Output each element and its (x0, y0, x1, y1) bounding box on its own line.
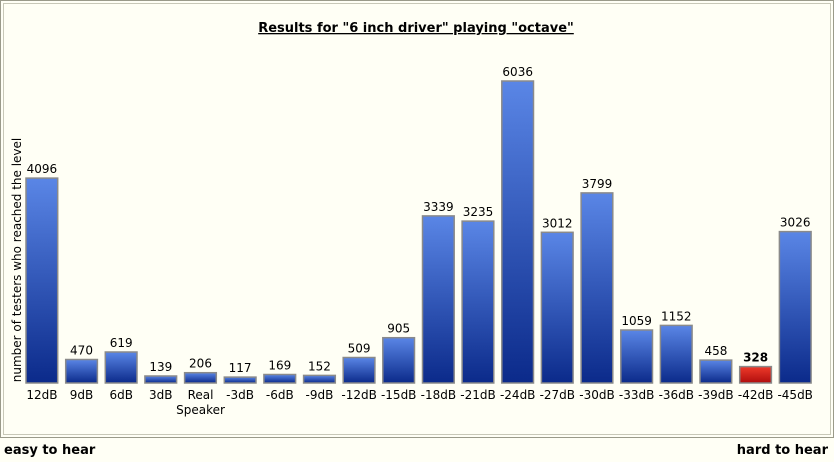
category-label-1: 9dB (70, 388, 93, 402)
bar-7 (302, 374, 337, 384)
category-label-5: -3dB (226, 388, 254, 402)
category-label-7: -9dB (305, 388, 333, 402)
chart-frame-inner (3, 3, 831, 435)
chart-title: Results for "6 inch driver" playing "oct… (258, 21, 574, 36)
bar-16 (659, 324, 693, 384)
bar-value-label-2: 619 (110, 336, 133, 350)
bar-value-label-11: 3235 (463, 205, 494, 219)
bar-13 (540, 231, 574, 384)
bar-value-label-19: 3026 (780, 216, 811, 230)
category-label-9: -15dB (381, 388, 416, 402)
category-label-13: -27dB (540, 388, 575, 402)
bar-value-label-13: 3012 (542, 216, 573, 230)
bar-value-label-14: 3799 (582, 177, 613, 191)
bar-17 (699, 359, 733, 384)
bar-1 (64, 358, 99, 384)
category-label-10: -18dB (421, 388, 456, 402)
category-label-6: -6dB (266, 388, 294, 402)
category-label-2: 6dB (109, 388, 132, 402)
bar-2 (104, 351, 138, 384)
bar-value-label-16: 1152 (661, 309, 692, 323)
category-label-4: Real Speaker (176, 388, 225, 417)
bar-15 (620, 329, 654, 384)
category-label-12: -24dB (500, 388, 535, 402)
category-label-8: -12dB (341, 388, 376, 402)
bars-layer: 4096 12dB 470 9dB 619 6dB 139 3dB 206 Real Speaker… (25, 65, 813, 417)
bar-value-label-9: 905 (387, 322, 410, 336)
category-label-3: 3dB (149, 388, 172, 402)
bar-value-label-6: 169 (268, 359, 291, 373)
bar-14 (580, 192, 614, 384)
category-label-15: -33dB (619, 388, 654, 402)
easy-to-hear-label: easy to hear (4, 443, 96, 458)
y-axis-label: number of testers who reached the level (10, 138, 24, 383)
bar-value-label-3: 139 (149, 360, 172, 374)
bar-4 (183, 371, 218, 384)
bar-chart: Results for "6 inch driver" playing "oct… (0, 0, 834, 438)
bar-value-label-15: 1059 (621, 314, 652, 328)
bar-value-label-1: 470 (70, 344, 93, 358)
bar-value-label-0: 4096 (27, 162, 58, 176)
bar-8 (342, 356, 376, 384)
bar-9 (382, 336, 416, 384)
category-label-16: -36dB (659, 388, 694, 402)
bar-value-label-5: 117 (229, 361, 252, 375)
bar-5 (223, 376, 257, 384)
bar-value-label-12: 6036 (502, 65, 533, 79)
category-label-17: -39dB (698, 388, 733, 402)
bar-11 (461, 220, 495, 384)
bar-12 (501, 80, 535, 384)
category-label-18: -42dB (738, 388, 773, 402)
bar-3 (144, 375, 178, 384)
bar-value-label-10: 3339 (423, 200, 454, 214)
hard-to-hear-label: hard to hear (736, 443, 828, 458)
category-label-19: -45dB (777, 388, 812, 402)
bar-19 (778, 230, 812, 384)
bar-18 (738, 365, 773, 384)
bar-0 (25, 177, 59, 384)
bar-value-label-8: 509 (348, 342, 371, 356)
bar-10 (421, 215, 455, 384)
bar-value-label-18: 328 (743, 351, 768, 365)
bar-value-label-17: 458 (704, 344, 727, 358)
bar-value-label-7: 152 (308, 359, 331, 373)
category-label-11: -21dB (460, 388, 495, 402)
bar-6 (263, 373, 297, 384)
category-label-14: -30dB (579, 388, 614, 402)
category-label-0: 12dB (26, 388, 57, 402)
bar-value-label-4: 206 (189, 357, 212, 371)
